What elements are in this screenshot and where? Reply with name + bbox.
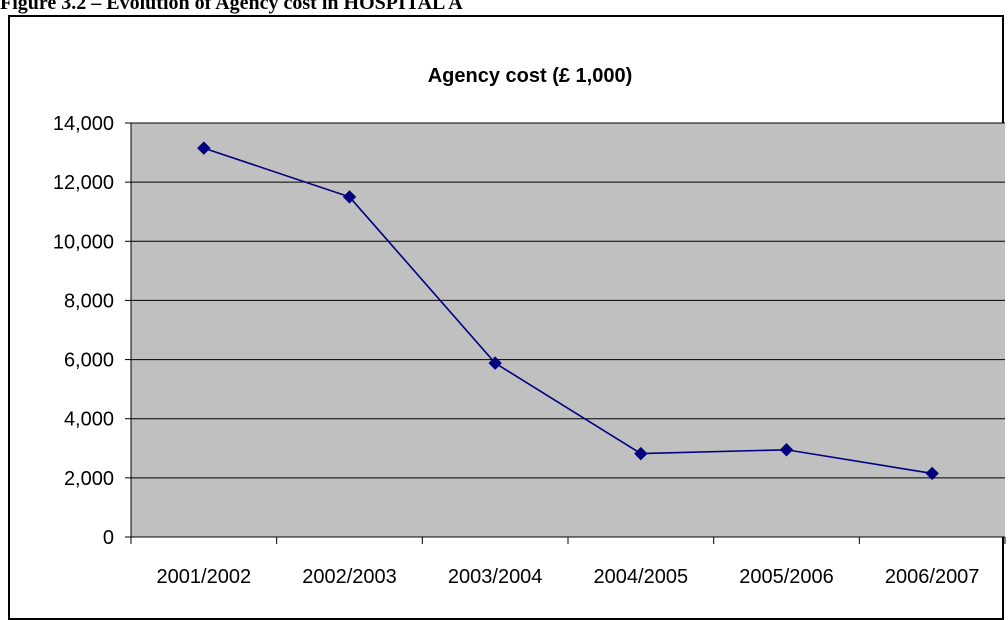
y-tick-label: 4,000 <box>64 409 114 431</box>
plot-area <box>131 123 1005 537</box>
y-tick-label: 0 <box>103 527 114 549</box>
y-tick-labels: 0 2,000 4,000 6,000 8,000 10,000 12,000 14,000 <box>53 113 114 549</box>
data-point <box>634 446 648 461</box>
x-tick-label: 2002/2003 <box>302 566 397 588</box>
y-tick-label: 14,000 <box>53 113 114 135</box>
x-tick-labels: 2001/2002 2002/2003 2003/2004 2004/2005 2005… <box>157 566 980 588</box>
x-tick-label: 2006/2007 <box>885 566 980 588</box>
series-line <box>203 147 933 475</box>
y-tick-label: 6,000 <box>64 350 114 372</box>
data-point <box>342 190 357 204</box>
data-point <box>925 466 939 481</box>
y-tick-label: 8,000 <box>64 290 114 312</box>
x-tick-label: 2005/2006 <box>739 566 834 588</box>
axes <box>125 122 1006 544</box>
x-tick-label: 2004/2005 <box>594 566 689 588</box>
series-agency-cost <box>197 141 939 481</box>
x-tick-label: 2001/2002 <box>157 566 252 588</box>
data-point <box>197 141 211 155</box>
y-tick-label: 12,000 <box>53 172 114 194</box>
chart-title: Agency cost (£ 1,000) <box>428 65 633 87</box>
figure-caption: Figure 3.2 – Evolution of Agency cost in… <box>0 0 463 14</box>
data-point <box>779 443 794 457</box>
y-tick-label: 2,000 <box>64 468 114 490</box>
data-point <box>488 356 502 370</box>
x-tick-label: 2003/2004 <box>448 566 543 588</box>
gridlines <box>131 122 1005 479</box>
y-tick-label: 10,000 <box>53 231 114 253</box>
